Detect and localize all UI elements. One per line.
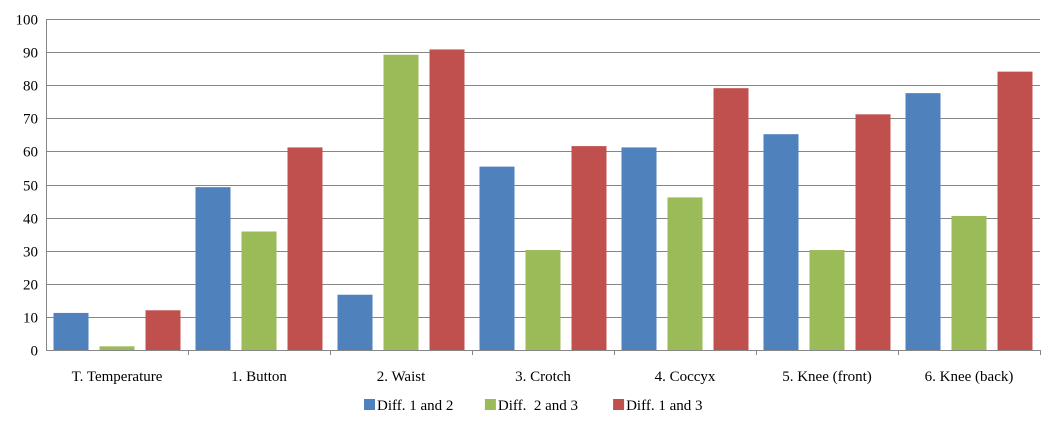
y-tick-label: 50 <box>23 179 38 195</box>
bar <box>997 71 1033 350</box>
x-tick-label: 6. Knee (back) <box>925 369 1014 385</box>
bar <box>667 197 703 350</box>
legend: Diff. 1 and 2 Diff. 2 and 3 Diff. 1 and 3 <box>364 398 702 414</box>
legend-label: Diff. 1 and 3 <box>626 398 702 414</box>
bar <box>571 146 607 350</box>
bar <box>195 187 231 350</box>
y-tick-label: 80 <box>23 79 38 95</box>
x-tick-labels: T. Temperature 1. Button 2. Waist 3. Crotch… <box>72 369 1014 385</box>
x-tick-label: 4. Coccyx <box>655 369 716 385</box>
legend-swatch <box>364 399 375 410</box>
y-tick-label: 10 <box>23 311 38 327</box>
x-tick-label: 3. Crotch <box>515 369 571 385</box>
bar <box>479 166 515 350</box>
y-tick-label: 40 <box>23 212 38 228</box>
bar <box>287 147 323 350</box>
y-tick-label: 90 <box>23 46 38 62</box>
x-tick-label: T. Temperature <box>72 369 163 385</box>
y-tick-label: 100 <box>16 13 39 29</box>
y-tick-label: 20 <box>23 278 38 294</box>
bar <box>241 231 277 350</box>
y-tick-label: 30 <box>23 245 38 261</box>
y-tick-label: 70 <box>23 112 38 128</box>
bar <box>905 93 941 351</box>
legend-swatch <box>613 399 625 410</box>
bar <box>99 346 135 350</box>
x-tick-label: 5. Knee (front) <box>782 369 872 385</box>
x-tick-label: 2. Waist <box>377 369 426 385</box>
bar <box>53 312 89 350</box>
y-tick-label: 60 <box>23 145 38 161</box>
bar <box>621 147 657 350</box>
bars <box>53 49 1033 351</box>
bar <box>763 134 799 350</box>
bar <box>951 215 987 350</box>
legend-label: Diff. 1 and 2 <box>377 398 453 414</box>
bar <box>855 114 891 350</box>
legend-swatch <box>484 399 496 410</box>
x-tick-label: 1. Button <box>231 369 287 385</box>
bar <box>429 49 465 351</box>
bar <box>713 88 749 350</box>
bar <box>337 294 373 350</box>
y-tick-label: 0 <box>31 344 39 360</box>
y-tick-labels: 0 10 20 30 40 50 60 70 80 90 100 <box>16 13 39 360</box>
bar <box>525 250 561 350</box>
bar <box>383 54 419 351</box>
bar <box>145 310 181 350</box>
legend-label: Diff. 2 and 3 <box>498 398 578 414</box>
axes <box>46 19 1041 355</box>
bar <box>809 250 845 350</box>
